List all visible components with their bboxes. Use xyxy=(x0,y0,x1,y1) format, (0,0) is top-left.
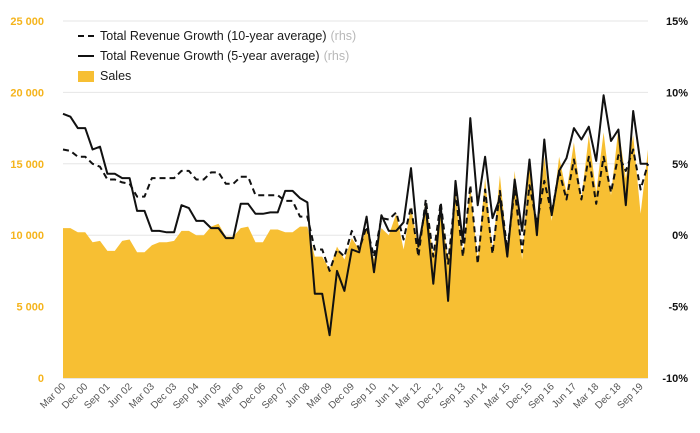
chart-legend: Total Revenue Growth (10-year average) (… xyxy=(78,26,356,86)
sales-area-swatch xyxy=(78,70,94,82)
x-tick-label: Sep 01 xyxy=(82,381,112,411)
legend-item-5yr: Total Revenue Growth (5-year average) (r… xyxy=(78,46,356,66)
growth-5yr-line xyxy=(62,94,648,337)
right-tick-label: -10% xyxy=(662,373,688,385)
left-tick-label: 0 xyxy=(38,373,44,385)
x-tick-label: Sep 04 xyxy=(171,381,201,411)
right-tick-label: -5% xyxy=(668,302,688,314)
legend-label-5yr: Total Revenue Growth (5-year average) xyxy=(100,49,320,63)
legend-label-10yr: Total Revenue Growth (10-year average) xyxy=(100,29,327,43)
left-tick-label: 10 000 xyxy=(10,230,44,242)
right-tick-label: 0% xyxy=(672,230,688,242)
legend-rhs-marker-5yr: (rhs) xyxy=(323,49,350,63)
x-tick-label: Sep 07 xyxy=(260,381,290,411)
legend-label-sales: Sales xyxy=(100,69,132,83)
solid-line-swatch xyxy=(78,55,94,57)
growth-lines-layer xyxy=(62,94,649,337)
dashed-line-swatch xyxy=(78,35,94,37)
sales-area xyxy=(63,128,648,378)
legend-item-sales: Sales xyxy=(78,66,356,86)
legend-rhs-marker-10yr: (rhs) xyxy=(330,29,357,43)
legend-item-10yr: Total Revenue Growth (10-year average) (… xyxy=(78,26,356,46)
sales-area-layer xyxy=(63,128,648,378)
right-tick-label: 10% xyxy=(666,87,688,99)
left-tick-label: 25 000 xyxy=(10,16,44,28)
x-tick-label: Sep 19 xyxy=(616,381,646,411)
left-axis-tick-labels: 0 5 000 10 000 15 000 20 000 25 000 xyxy=(10,16,44,385)
right-tick-label: 5% xyxy=(672,159,688,171)
x-tick-label: Sep 13 xyxy=(438,381,468,411)
x-tick-label: Sep 16 xyxy=(527,381,557,411)
x-tick-label: Sep 10 xyxy=(349,381,379,411)
left-tick-label: 15 000 xyxy=(10,159,44,171)
left-tick-label: 5 000 xyxy=(16,302,44,314)
right-axis-tick-labels: -10% -5% 0% 5% 10% 15% xyxy=(662,16,688,385)
left-tick-label: 20 000 xyxy=(10,87,44,99)
right-tick-label: 15% xyxy=(666,16,688,28)
